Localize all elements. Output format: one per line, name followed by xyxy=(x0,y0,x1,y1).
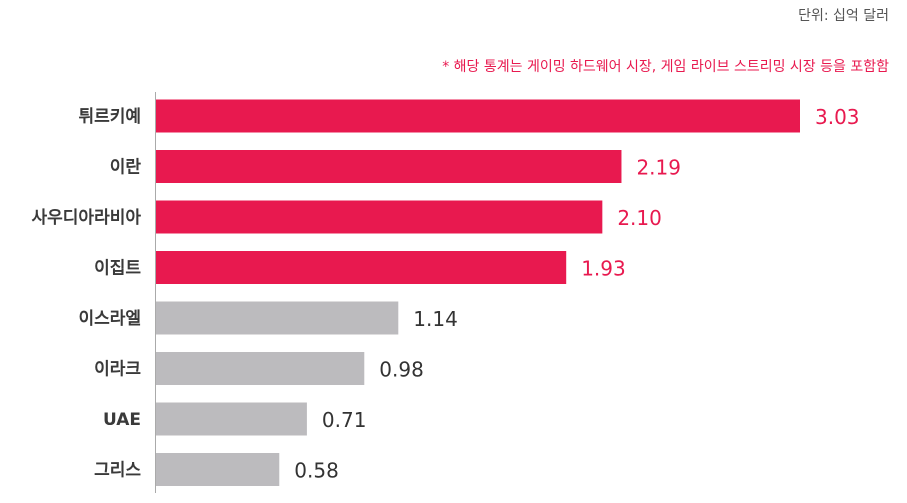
category-label: UAE xyxy=(103,410,141,430)
bar xyxy=(156,99,800,133)
bar xyxy=(156,200,603,234)
value-label: 0.58 xyxy=(294,459,339,483)
category-label: 이란 xyxy=(110,158,142,178)
unit-label: 단위: 십억 달러 xyxy=(798,8,889,24)
category-label: 이라크 xyxy=(94,360,141,380)
value-label: 0.98 xyxy=(379,358,424,382)
category-label: 이스라엘 xyxy=(78,309,141,329)
value-label: 2.19 xyxy=(636,156,681,180)
value-label: 3.03 xyxy=(815,105,860,129)
bar xyxy=(156,150,622,183)
bars-layer: 튀르키예 3.03 이란 2.19 사우디아라비아 2.10 이집트 1.93 이스라엘 1.14… xyxy=(32,99,860,486)
value-label: 2.10 xyxy=(617,206,662,230)
bar xyxy=(156,402,307,436)
category-label: 그리스 xyxy=(94,461,141,481)
chart-note: * 해당 통계는 게이밍 하드웨어 시장, 게임 라이브 스트리밍 시장 등을 … xyxy=(442,59,889,75)
bar xyxy=(156,453,280,486)
category-label: 사우디아라비아 xyxy=(32,208,142,228)
bar xyxy=(156,251,567,284)
value-label: 1.14 xyxy=(413,307,458,331)
category-label: 이집트 xyxy=(94,259,141,279)
value-label: 1.93 xyxy=(581,257,626,281)
value-label: 0.71 xyxy=(322,408,367,432)
bar xyxy=(156,301,399,335)
category-label: 튀르키예 xyxy=(78,107,141,127)
bar xyxy=(156,352,365,385)
